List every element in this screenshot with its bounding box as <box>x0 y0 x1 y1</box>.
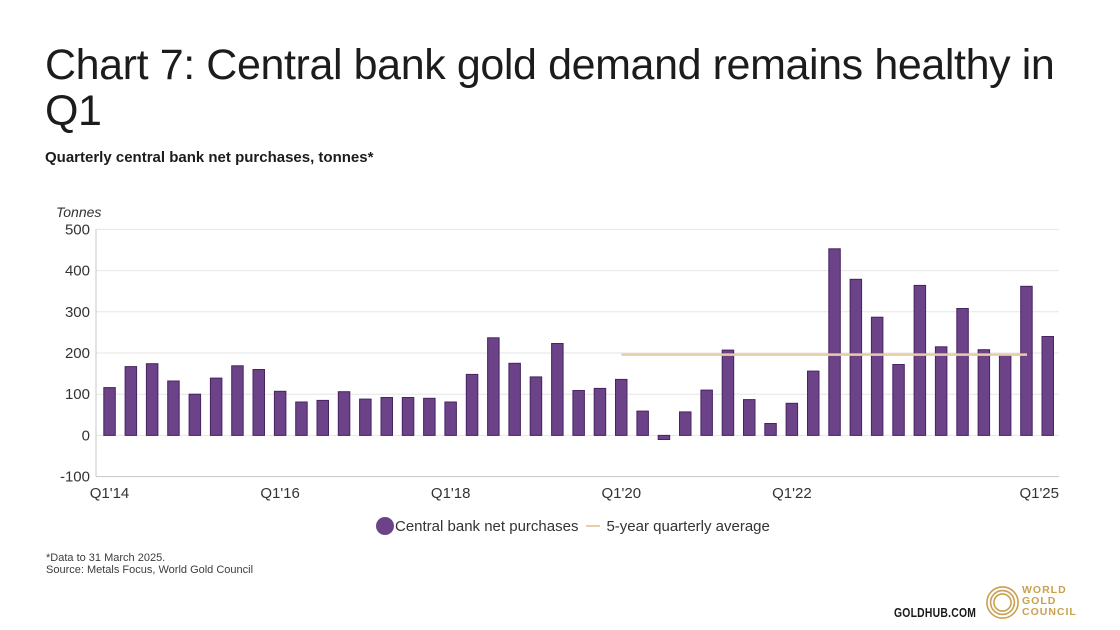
svg-text:100: 100 <box>65 386 90 403</box>
svg-text:0: 0 <box>82 427 90 444</box>
svg-text:Q1'18: Q1'18 <box>431 485 471 502</box>
svg-text:-100: -100 <box>60 469 90 486</box>
svg-text:400: 400 <box>65 263 90 280</box>
svg-text:Q1'25: Q1'25 <box>1019 485 1059 502</box>
svg-text:200: 200 <box>65 345 90 362</box>
svg-text:500: 500 <box>65 221 90 238</box>
svg-text:Q1'14: Q1'14 <box>90 485 130 502</box>
svg-text:Q1'20: Q1'20 <box>602 485 642 502</box>
svg-text:300: 300 <box>65 304 90 321</box>
svg-text:Q1'22: Q1'22 <box>772 485 812 502</box>
svg-text:Q1'16: Q1'16 <box>260 485 300 502</box>
